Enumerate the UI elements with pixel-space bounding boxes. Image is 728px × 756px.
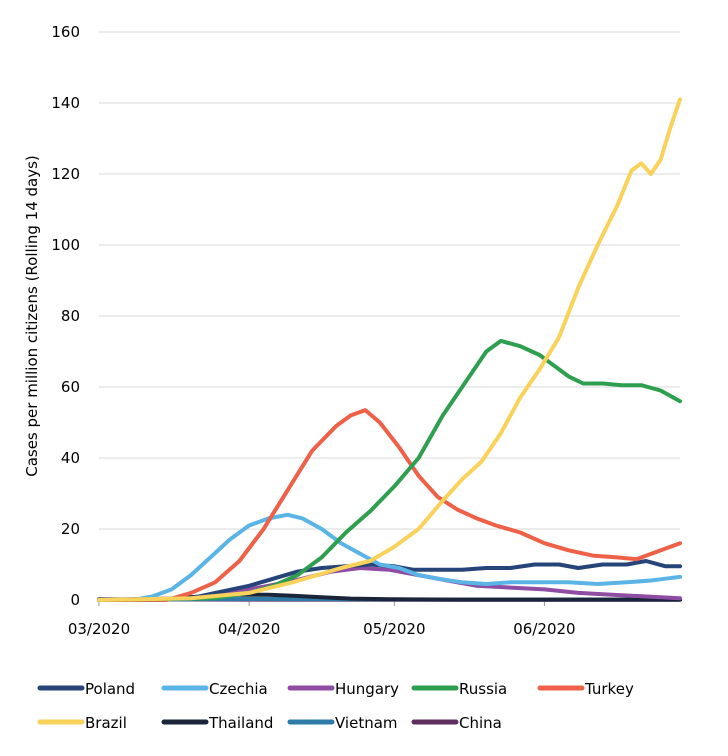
series-line-turkey (97, 408, 682, 602)
x-tick-label: 03/2020 (68, 620, 130, 638)
legend-label-poland: Poland (85, 680, 135, 698)
y-axis-tick-labels: 0 20 40 60 80 100 120 140 160 (51, 23, 80, 609)
x-tick-label: 05/2020 (363, 620, 425, 638)
legend-label-turkey: Turkey (584, 680, 634, 698)
legend-label-czechia: Czechia (209, 680, 268, 698)
legend-label-hungary: Hungary (335, 680, 399, 698)
series-line-poland (97, 559, 682, 602)
x-axis-tick-labels: 03/2020 04/2020 05/2020 06/2020 (68, 600, 576, 638)
y-tick-label: 0 (70, 591, 80, 609)
legend: Poland Czechia Hungary Russia Turkey Brazil Th… (37, 680, 634, 732)
x-tick-label: 04/2020 (218, 620, 280, 638)
gridlines (99, 31, 680, 601)
y-tick-label: 120 (51, 165, 80, 183)
y-tick-label: 160 (51, 23, 80, 41)
y-tick-label: 60 (61, 378, 80, 396)
series-line-brazil (97, 97, 682, 602)
legend-label-russia: Russia (459, 680, 507, 698)
y-tick-label: 100 (51, 236, 80, 254)
series-line-russia (97, 338, 682, 602)
series-lines (97, 97, 682, 602)
y-tick-label: 20 (61, 520, 80, 538)
legend-label-brazil: Brazil (85, 714, 127, 732)
legend-label-vietnam: Vietnam (335, 714, 398, 732)
legend-label-china: China (459, 714, 502, 732)
y-axis-title: Cases per million citizens (Rolling 14 d… (23, 155, 41, 477)
y-tick-label: 40 (61, 449, 80, 467)
x-tick-label: 06/2020 (513, 620, 575, 638)
legend-label-thailand: Thailand (208, 714, 273, 732)
y-tick-label: 80 (61, 307, 80, 325)
y-tick-label: 140 (51, 94, 80, 112)
